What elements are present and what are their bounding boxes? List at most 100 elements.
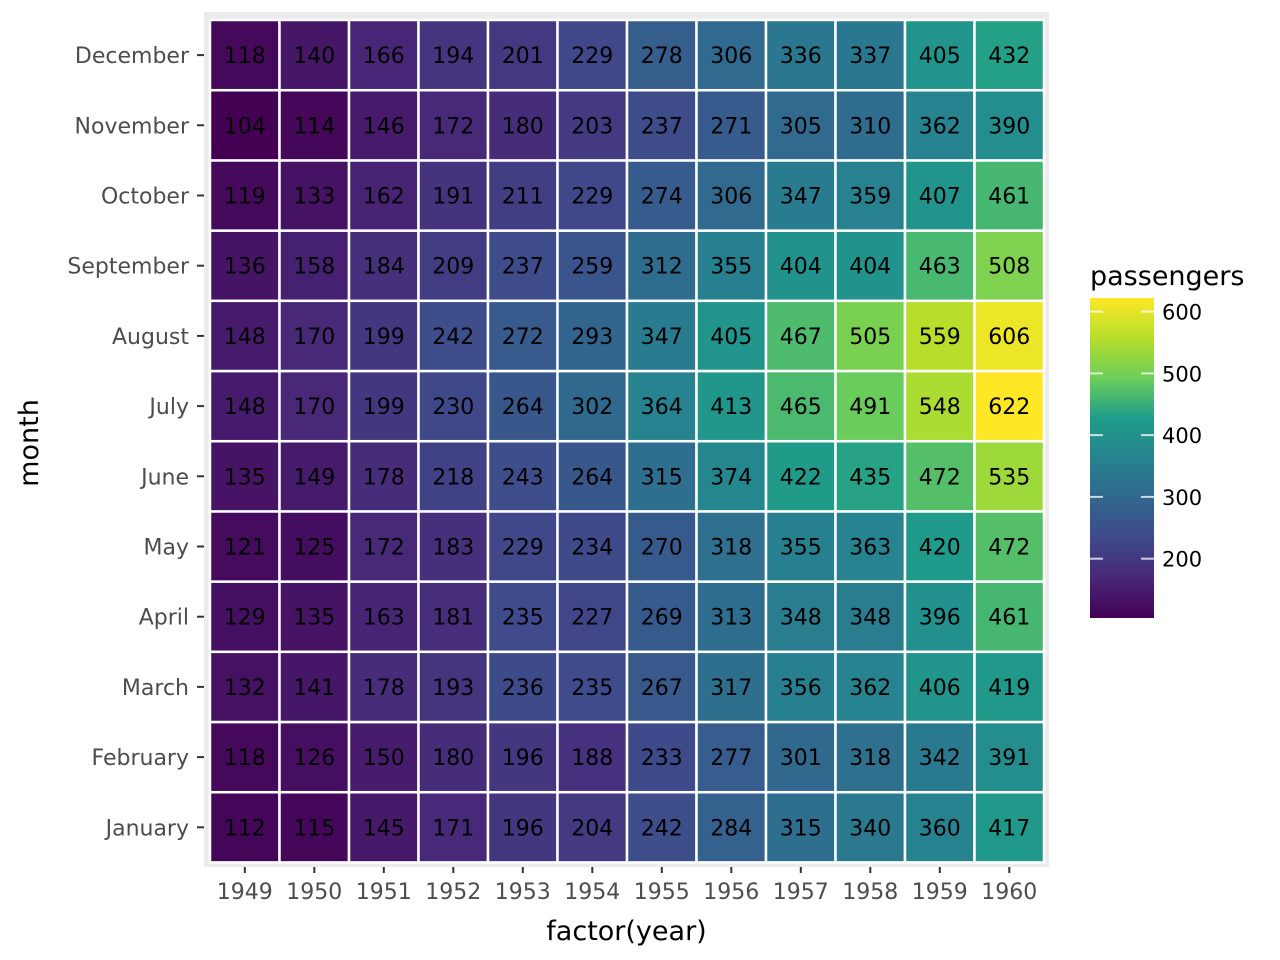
heatmap-cell — [486, 720, 559, 794]
heatmap-cell — [208, 790, 281, 864]
legend-title: passengers — [1090, 261, 1244, 292]
y-tick-label: March — [122, 676, 189, 701]
heatmap-cell — [208, 720, 281, 794]
cell-value-label: 301 — [780, 746, 822, 771]
cell-value-label: 404 — [780, 255, 822, 280]
cell-value-label: 472 — [988, 536, 1030, 561]
cell-value-label: 218 — [432, 465, 474, 490]
cell-value-label: 363 — [849, 536, 891, 561]
cell-value-label: 404 — [849, 255, 891, 280]
heatmap-cell — [278, 18, 351, 92]
cell-value-label: 235 — [571, 676, 613, 701]
x-axis-title: factor(year) — [546, 916, 706, 947]
cell-value-label: 150 — [363, 746, 405, 771]
cell-value-label: 278 — [641, 44, 683, 69]
cell-value-label: 315 — [780, 816, 822, 841]
heatmap-cell — [208, 299, 281, 373]
heatmap-cell — [556, 299, 629, 373]
cell-value-label: 390 — [988, 114, 1030, 139]
heatmap-cell — [695, 510, 768, 583]
cell-value-label: 356 — [780, 676, 822, 701]
cell-value-label: 199 — [363, 395, 405, 420]
heatmap-cell — [764, 650, 837, 724]
cell-value-label: 622 — [988, 395, 1030, 420]
heatmap-cell — [625, 650, 698, 724]
cell-value-label: 242 — [641, 816, 683, 841]
cell-value-label: 181 — [432, 606, 474, 631]
heatmap-cell — [347, 18, 420, 92]
cell-value-label: 162 — [363, 185, 405, 210]
cell-value-label: 313 — [710, 606, 752, 631]
y-axis: January February March April May June July Augu… — [67, 44, 204, 841]
heatmap-cell — [973, 790, 1046, 864]
cell-value-label: 199 — [363, 325, 405, 350]
cell-value-label: 237 — [641, 114, 683, 139]
cell-value-label: 347 — [780, 185, 822, 210]
cell-value-label: 166 — [363, 44, 405, 69]
cell-value-label: 467 — [780, 325, 822, 350]
cell-value-label: 132 — [224, 676, 266, 701]
x-tick-label: 1955 — [634, 880, 690, 905]
y-tick-label: April — [139, 606, 189, 631]
cell-value-label: 118 — [224, 746, 266, 771]
cell-value-label: 360 — [919, 816, 961, 841]
heatmap-cell — [625, 720, 698, 794]
x-tick-label: 1959 — [912, 880, 968, 905]
x-tick-label: 1957 — [773, 880, 829, 905]
x-tick-label: 1949 — [217, 880, 273, 905]
cell-value-label: 491 — [849, 395, 891, 420]
heatmap-cell — [347, 580, 420, 654]
cell-value-label: 118 — [224, 44, 266, 69]
heatmap-cell — [695, 790, 768, 864]
legend-tick-label: 500 — [1162, 362, 1202, 386]
cell-value-label: 230 — [432, 395, 474, 420]
heatmap-cell — [486, 650, 559, 724]
cell-value-label: 340 — [849, 816, 891, 841]
cell-value-label: 121 — [224, 536, 266, 561]
heatmap-cell — [973, 18, 1046, 92]
cell-value-label: 135 — [224, 465, 266, 490]
y-tick-label: July — [147, 395, 189, 420]
cell-value-label: 264 — [502, 395, 544, 420]
cell-value-label: 435 — [849, 465, 891, 490]
cell-value-label: 203 — [571, 114, 613, 139]
cell-value-label: 115 — [293, 816, 335, 841]
cell-value-label: 396 — [919, 606, 961, 631]
cell-value-label: 233 — [641, 746, 683, 771]
cell-value-label: 149 — [293, 465, 335, 490]
cell-value-label: 170 — [293, 395, 335, 420]
heatmap-cell — [625, 88, 698, 162]
cell-value-label: 407 — [919, 185, 961, 210]
cell-value-label: 104 — [224, 114, 266, 139]
cell-value-label: 362 — [849, 676, 891, 701]
cell-value-label: 259 — [571, 255, 613, 280]
heatmap-cell — [625, 439, 698, 513]
cell-value-label: 209 — [432, 255, 474, 280]
heatmap-cell — [695, 369, 768, 443]
y-tick-label: June — [139, 465, 189, 490]
cell-value-label: 125 — [293, 536, 335, 561]
cell-value-label: 237 — [502, 255, 544, 280]
cell-value-label: 178 — [363, 465, 405, 490]
cell-value-label: 146 — [363, 114, 405, 139]
x-tick-label: 1952 — [425, 880, 481, 905]
heatmap-cell — [695, 580, 768, 654]
heatmap-cell — [903, 510, 976, 583]
cell-value-label: 227 — [571, 606, 613, 631]
cell-value-label: 211 — [502, 185, 544, 210]
heatmap-cell — [278, 88, 351, 162]
heatmap-cell — [903, 790, 976, 864]
cell-value-label: 355 — [710, 255, 752, 280]
heatmap-cell — [973, 580, 1046, 654]
heatmap-cell — [834, 720, 907, 794]
y-tick-label: October — [101, 185, 190, 210]
heatmap-cell — [417, 229, 490, 303]
cell-value-label: 267 — [641, 676, 683, 701]
cell-value-label: 140 — [293, 44, 335, 69]
legend-tick-label: 400 — [1162, 424, 1202, 448]
cell-value-label: 548 — [919, 395, 961, 420]
y-tick-label: August — [112, 325, 189, 350]
heatmap-cell — [347, 720, 420, 794]
heatmap-cell — [625, 229, 698, 303]
heatmap-cell — [764, 439, 837, 513]
